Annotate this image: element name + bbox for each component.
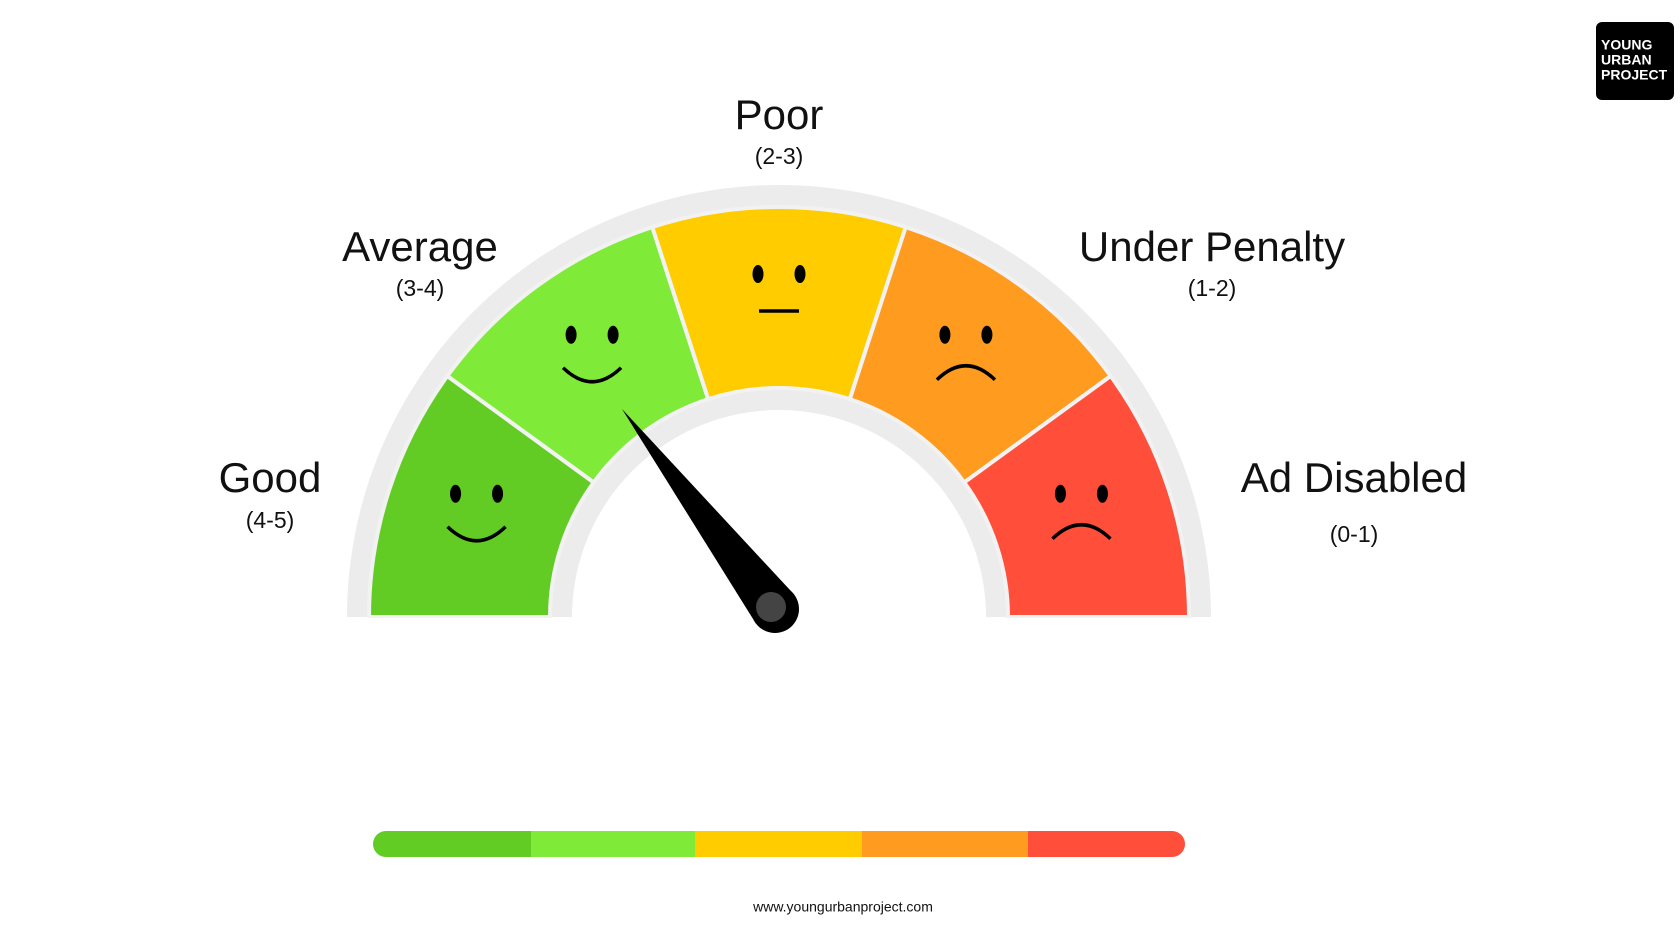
segment-range: (2-3) xyxy=(755,143,804,169)
face-mouth xyxy=(561,366,623,384)
face-eye xyxy=(752,265,764,283)
face-eye xyxy=(981,325,993,344)
segment-range: (0-1) xyxy=(1330,521,1379,547)
face-eye xyxy=(1054,484,1066,503)
segment-range: (4-5) xyxy=(246,507,295,533)
segment-range: (1-2) xyxy=(1188,275,1237,301)
face-eye xyxy=(450,484,462,503)
face-eye xyxy=(1096,484,1108,503)
segment-range: (3-4) xyxy=(396,275,445,301)
needle xyxy=(622,409,795,624)
face-eye xyxy=(607,325,619,344)
scale-bar-segment xyxy=(695,831,863,857)
scale-bar-segment xyxy=(1028,831,1185,857)
face-mouth xyxy=(1051,523,1112,541)
face-mouth xyxy=(935,364,997,382)
logo-text: URBAN xyxy=(1601,52,1652,68)
scale-bar-segment xyxy=(862,831,1029,857)
face-eye xyxy=(939,325,951,344)
logo-text: PROJECT xyxy=(1601,67,1668,83)
segment-label: Good xyxy=(219,454,322,501)
face-eye xyxy=(794,265,806,283)
segment-label: Average xyxy=(342,223,498,270)
face-eye xyxy=(492,484,504,503)
logo-text: YOUNG xyxy=(1601,37,1652,53)
face-eye xyxy=(565,325,577,344)
footer: www.youngurbanproject.com xyxy=(752,899,933,915)
scale-bar-segment xyxy=(373,831,532,857)
segment-label: Ad Disabled xyxy=(1241,454,1467,501)
scale-bar-segment xyxy=(531,831,696,857)
logo-box xyxy=(1596,22,1674,100)
segment-label: Poor xyxy=(735,91,824,138)
segment-label: Under Penalty xyxy=(1079,223,1345,270)
needle-pivot-cap xyxy=(756,592,786,622)
face-mouth xyxy=(446,525,507,543)
gauge-segment xyxy=(961,373,1192,619)
